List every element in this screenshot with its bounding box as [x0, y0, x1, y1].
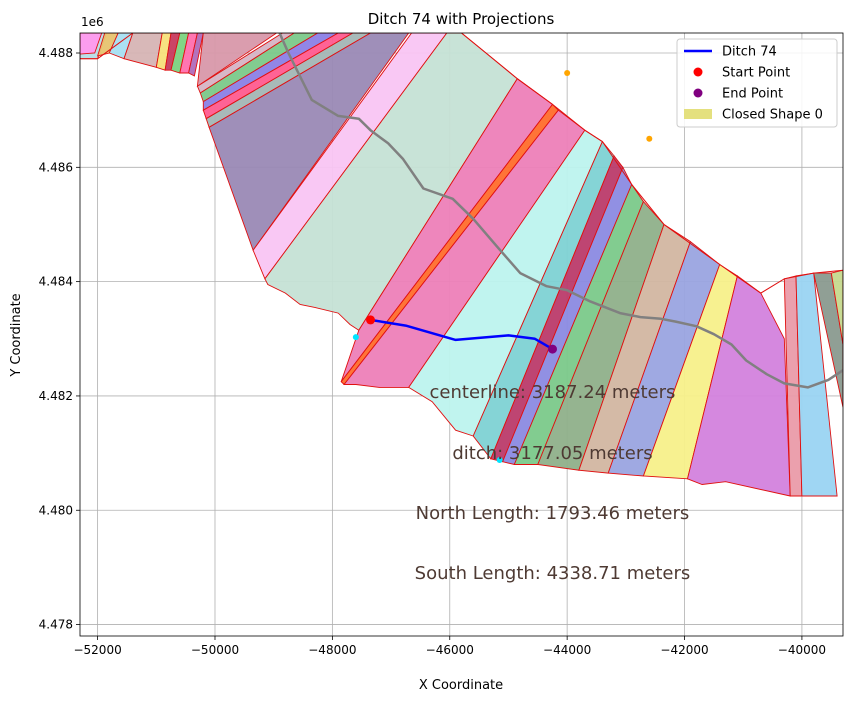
y-offset-label: 1e6: [81, 15, 104, 29]
y-axis-label: Y Coordinate: [9, 293, 24, 377]
projection-point: [496, 456, 503, 463]
projection-polygon: [164, 33, 181, 71]
projection-polygon: [80, 33, 103, 55]
legend-box: [676, 38, 838, 128]
projection-polygon: [264, 33, 518, 331]
length-annotations: centerline: 3187.24 meters ditch: 3177.05…: [415, 382, 691, 584]
y-tick-label: 4.484: [39, 275, 73, 289]
y-tick-label: 4.482: [39, 389, 73, 403]
projection-point: [352, 334, 359, 341]
x-tick-label: −44000: [543, 643, 591, 657]
x-tick-label: −40000: [778, 643, 826, 657]
projection-polygon: [830, 269, 843, 345]
legend-marker-swatch: [693, 88, 703, 98]
legend-label: End Point: [722, 87, 783, 102]
region-outline: [80, 33, 843, 294]
length-annotation: North Length: 1793.46 meters: [416, 503, 690, 524]
projection-polygon: [108, 33, 134, 60]
projection-polygon: [155, 33, 172, 71]
y-tick-label: 4.488: [39, 46, 73, 60]
legend-patch-swatch: [684, 109, 712, 119]
y-tick-label: 4.478: [39, 618, 73, 632]
projection-polygon: [813, 272, 843, 408]
length-annotation: ditch: 3177.05 meters: [452, 443, 652, 464]
y-tick-label: 4.480: [39, 503, 73, 517]
length-annotation: South Length: 4338.71 meters: [415, 563, 691, 584]
x-tick-label: −42000: [660, 643, 708, 657]
projection-polygon: [123, 33, 163, 68]
plot-frame: [79, 32, 844, 637]
projection-polygon: [179, 33, 198, 74]
projection-polygon: [196, 33, 278, 88]
projection-polygon: [188, 33, 204, 77]
legend-label: Ditch 74: [722, 45, 777, 60]
x-tick-label: −48000: [308, 643, 356, 657]
projection-polygon: [96, 33, 119, 57]
legend: Ditch 74 Start Point End Point Closed Shape…: [676, 38, 838, 128]
length-annotation: centerline: 3187.24 meters: [430, 382, 676, 403]
projection-polygons: [80, 33, 843, 497]
axis-ticks: −52000 −50000 −48000 −46000 −44000 −42000 −400…: [39, 46, 826, 657]
projection-point: [564, 70, 571, 77]
ditch-74-series: [370, 318, 554, 351]
x-axis-label: X Coordinate: [419, 678, 503, 693]
projection-polygon: [208, 33, 410, 252]
projection-polygon: [686, 275, 791, 497]
projection-point: [646, 135, 653, 142]
projection-polygon: [170, 33, 190, 74]
x-tick-label: −52000: [73, 643, 121, 657]
chart-title: Ditch 74 with Projections: [368, 10, 555, 28]
centerline-series: [278, 33, 843, 389]
legend-marker-swatch: [693, 67, 703, 77]
legend-label: Start Point: [722, 66, 790, 81]
x-tick-label: −46000: [426, 643, 474, 657]
x-tick-label: −50000: [191, 643, 239, 657]
start-point-marker: [366, 315, 376, 325]
data-lines: [278, 33, 843, 389]
y-tick-label: 4.486: [39, 160, 73, 174]
projection-polygon: [252, 33, 448, 280]
data-points: [352, 70, 653, 463]
legend-label: Closed Shape 0: [722, 108, 823, 123]
end-point-marker: [547, 344, 557, 354]
